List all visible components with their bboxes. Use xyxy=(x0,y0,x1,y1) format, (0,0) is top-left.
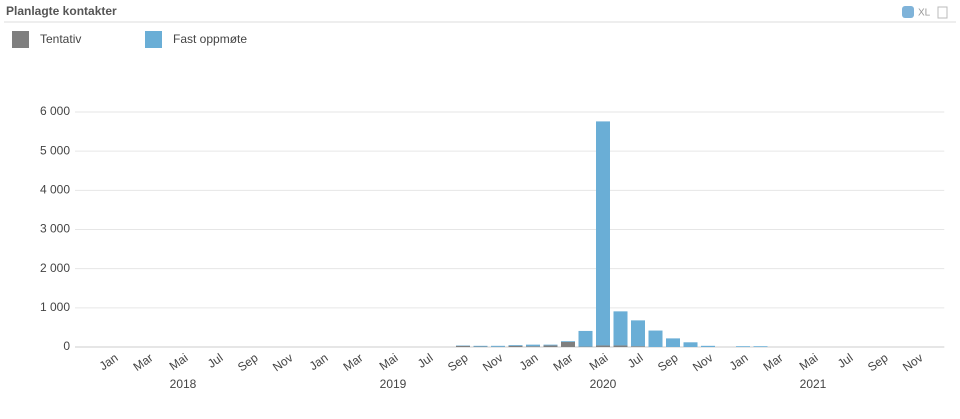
bar-segment xyxy=(491,346,505,347)
bar-segment xyxy=(474,346,488,347)
y-tick-label: 4 000 xyxy=(40,183,70,197)
bar-segment xyxy=(526,346,540,347)
bar-segment xyxy=(614,311,628,345)
bar-segment xyxy=(561,341,575,342)
bar-segment xyxy=(614,345,628,347)
x-tick-label: Mar xyxy=(131,351,156,374)
x-tick-label: Jan xyxy=(307,351,331,374)
x-group-label: 2019 xyxy=(380,377,407,391)
x-tick-label: Mai xyxy=(587,351,611,374)
x-tick-label: Nov xyxy=(900,351,926,375)
y-tick-label: 3 000 xyxy=(40,222,70,236)
x-tick-label: Sep xyxy=(865,350,891,374)
x-group-label: 2020 xyxy=(590,377,617,391)
bar-segment xyxy=(456,346,470,347)
bar-segment xyxy=(596,345,610,347)
bar-segment xyxy=(684,342,698,347)
bar-segment xyxy=(509,345,523,346)
y-tick-label: 6 000 xyxy=(40,104,70,118)
x-tick-label: Jan xyxy=(727,351,751,374)
x-tick-label: Nov xyxy=(690,351,716,375)
bar-segment xyxy=(631,320,645,346)
bar-segment xyxy=(561,342,575,347)
chart-title: Planlagte kontakter xyxy=(6,4,117,18)
y-tick-label: 0 xyxy=(63,339,70,353)
export-label[interactable]: XL xyxy=(918,8,931,19)
x-tick-label: Sep xyxy=(445,350,471,374)
x-tick-label: Jul xyxy=(835,351,856,371)
x-tick-label: Sep xyxy=(655,350,681,374)
bar-segment xyxy=(736,346,750,347)
bar-segment xyxy=(509,346,523,347)
x-tick-label: Sep xyxy=(235,350,261,374)
bar-segment xyxy=(649,331,663,347)
x-tick-label: Mai xyxy=(167,351,191,374)
y-tick-label: 2 000 xyxy=(40,261,70,275)
y-tick-label: 1 000 xyxy=(40,300,70,314)
bar-segment xyxy=(526,345,540,347)
legend-swatch xyxy=(145,31,162,48)
x-group-label: 2018 xyxy=(170,377,197,391)
bar-segment xyxy=(544,345,558,346)
x-tick-label: Jan xyxy=(517,351,541,374)
bar-segment xyxy=(666,338,680,347)
x-tick-label: Nov xyxy=(270,351,296,375)
bar-segment xyxy=(579,331,593,347)
x-group-label: 2021 xyxy=(800,377,827,391)
x-tick-label: Jul xyxy=(205,351,226,371)
y-tick-label: 5 000 xyxy=(40,143,70,157)
x-tick-label: Mai xyxy=(797,351,821,374)
legend-label: Tentativ xyxy=(40,32,81,46)
bar-segment xyxy=(754,346,768,347)
legend-swatch xyxy=(12,31,29,48)
x-tick-label: Mar xyxy=(341,351,366,374)
bar-segment xyxy=(596,121,610,345)
x-tick-label: Jul xyxy=(415,351,436,371)
x-tick-label: Mar xyxy=(551,351,576,374)
x-tick-label: Mar xyxy=(761,351,786,374)
bar-segment xyxy=(701,346,715,347)
x-tick-label: Nov xyxy=(480,351,506,375)
legend-label: Fast oppmøte xyxy=(173,32,247,46)
export-icon[interactable] xyxy=(902,6,914,18)
x-tick-label: Jan xyxy=(97,351,121,374)
x-tick-label: Mai xyxy=(377,351,401,374)
bar-segment xyxy=(544,345,558,347)
x-tick-label: Jul xyxy=(625,351,646,371)
bar-segment xyxy=(631,346,645,347)
copy-icon[interactable] xyxy=(938,7,947,18)
